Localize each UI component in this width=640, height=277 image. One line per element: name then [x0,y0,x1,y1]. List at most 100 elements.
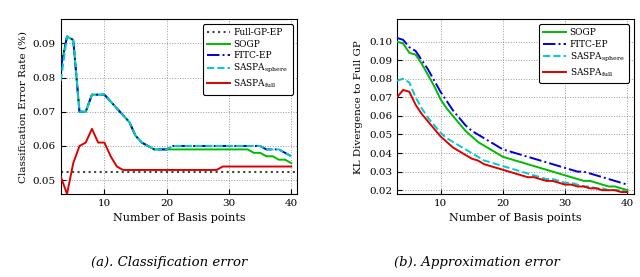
SOGP [543,168,550,171]
SASPA$_{\rm sphere}$ [443,137,451,140]
SOGP [194,148,202,151]
FITC-EP [573,170,581,173]
SASPA$_{\rm full}$ [580,185,588,188]
FITC-EP [287,155,295,158]
SASPA$_{\rm full}$ [200,168,208,172]
SASPA$_{\rm sphere}$ [548,177,556,181]
SOGP [88,93,96,96]
SASPA$_{\rm sphere}$ [132,134,140,137]
Line: SOGP: SOGP [397,42,627,190]
SASPA$_{\rm sphere}$ [219,144,227,148]
SASPA$_{\rm sphere}$ [82,110,90,114]
SOGP [219,148,227,151]
SASPA$_{\rm full}$ [431,127,438,130]
FITC-EP [393,36,401,40]
SOGP [94,93,102,96]
SASPA$_{\rm full}$ [144,168,152,172]
SASPA$_{\rm sphere}$ [524,172,532,175]
SASPA$_{\rm full}$ [188,168,195,172]
SOGP [188,148,195,151]
SASPA$_{\rm full}$ [125,168,133,172]
SASPA$_{\rm sphere}$ [623,190,631,194]
FITC-EP [250,144,258,148]
SASPA$_{\rm full}$ [76,144,83,148]
SOGP [412,53,419,56]
FITC-EP [461,124,469,127]
SOGP [461,129,469,132]
FITC-EP [150,148,158,151]
SASPA$_{\rm sphere}$ [157,148,164,151]
SASPA$_{\rm sphere}$ [399,77,407,80]
SOGP [436,98,444,101]
SASPA$_{\rm full}$ [157,168,164,172]
SOGP [623,189,631,192]
SASPA$_{\rm sphere}$ [486,161,494,164]
SOGP [568,176,575,179]
SASPA$_{\rm sphere}$ [436,131,444,134]
SASPA$_{\rm full}$ [82,141,90,144]
SASPA$_{\rm full}$ [94,141,102,144]
FITC-EP [219,144,227,148]
FITC-EP [275,148,283,151]
SASPA$_{\rm sphere}$ [138,141,146,144]
SASPA$_{\rm sphere}$ [618,189,625,192]
SOGP [138,141,146,144]
FITC-EP [493,144,500,147]
SASPA$_{\rm full}$ [548,179,556,183]
SASPA$_{\rm sphere}$ [561,181,569,184]
SASPA$_{\rm full}$ [586,187,594,190]
SASPA$_{\rm full}$ [524,176,532,179]
SOGP [175,148,183,151]
SASPA$_{\rm full}$ [474,159,482,162]
FITC-EP [555,164,563,168]
SASPA$_{\rm full}$ [107,155,115,158]
FITC-EP [175,144,183,148]
SOGP [225,148,233,151]
SASPA$_{\rm full}$ [281,165,289,168]
SASPA$_{\rm sphere}$ [125,120,133,124]
FITC-EP [455,116,463,119]
SASPA$_{\rm sphere}$ [287,155,295,158]
SASPA$_{\rm sphere}$ [593,187,600,190]
SASPA$_{\rm sphere}$ [474,155,482,158]
Full-GP-EP [38,170,46,173]
SASPA$_{\rm full}$ [555,181,563,184]
SOGP [207,148,214,151]
SASPA$_{\rm sphere}$ [461,148,469,151]
SOGP [150,148,158,151]
SASPA$_{\rm sphere}$ [605,189,612,192]
SASPA$_{\rm full}$ [138,168,146,172]
SOGP [200,148,208,151]
SASPA$_{\rm full}$ [100,141,108,144]
SASPA$_{\rm full}$ [623,190,631,194]
FITC-EP [436,90,444,93]
SASPA$_{\rm sphere}$ [505,166,513,170]
SOGP [269,155,276,158]
SASPA$_{\rm full}$ [119,168,127,172]
SOGP [76,110,83,114]
X-axis label: Number of Basis points: Number of Basis points [113,213,246,223]
SOGP [237,148,245,151]
SASPA$_{\rm sphere}$ [237,144,245,148]
SASPA$_{\rm full}$ [412,103,419,106]
FITC-EP [593,174,600,177]
SASPA$_{\rm sphere}$ [175,144,183,148]
SASPA$_{\rm full}$ [486,164,494,168]
SASPA$_{\rm sphere}$ [94,93,102,96]
SOGP [275,158,283,161]
FITC-EP [480,137,488,140]
FITC-EP [100,93,108,96]
SOGP [611,185,619,188]
SASPA$_{\rm full}$ [536,177,544,181]
SOGP [144,144,152,148]
Legend: Full-GP-EP, SOGP, FITC-EP, SASPA$_{\rm sphere}$, SASPA$_{\rm full}$: Full-GP-EP, SOGP, FITC-EP, SASPA$_{\rm s… [203,24,293,94]
Y-axis label: KL Divergence to Full GP: KL Divergence to Full GP [355,40,364,173]
SASPA$_{\rm full}$ [88,127,96,130]
SASPA$_{\rm sphere}$ [568,181,575,184]
SOGP [573,177,581,181]
FITC-EP [182,144,189,148]
SOGP [468,135,476,138]
SASPA$_{\rm full}$ [436,135,444,138]
SASPA$_{\rm sphere}$ [518,170,525,173]
SOGP [107,100,115,103]
